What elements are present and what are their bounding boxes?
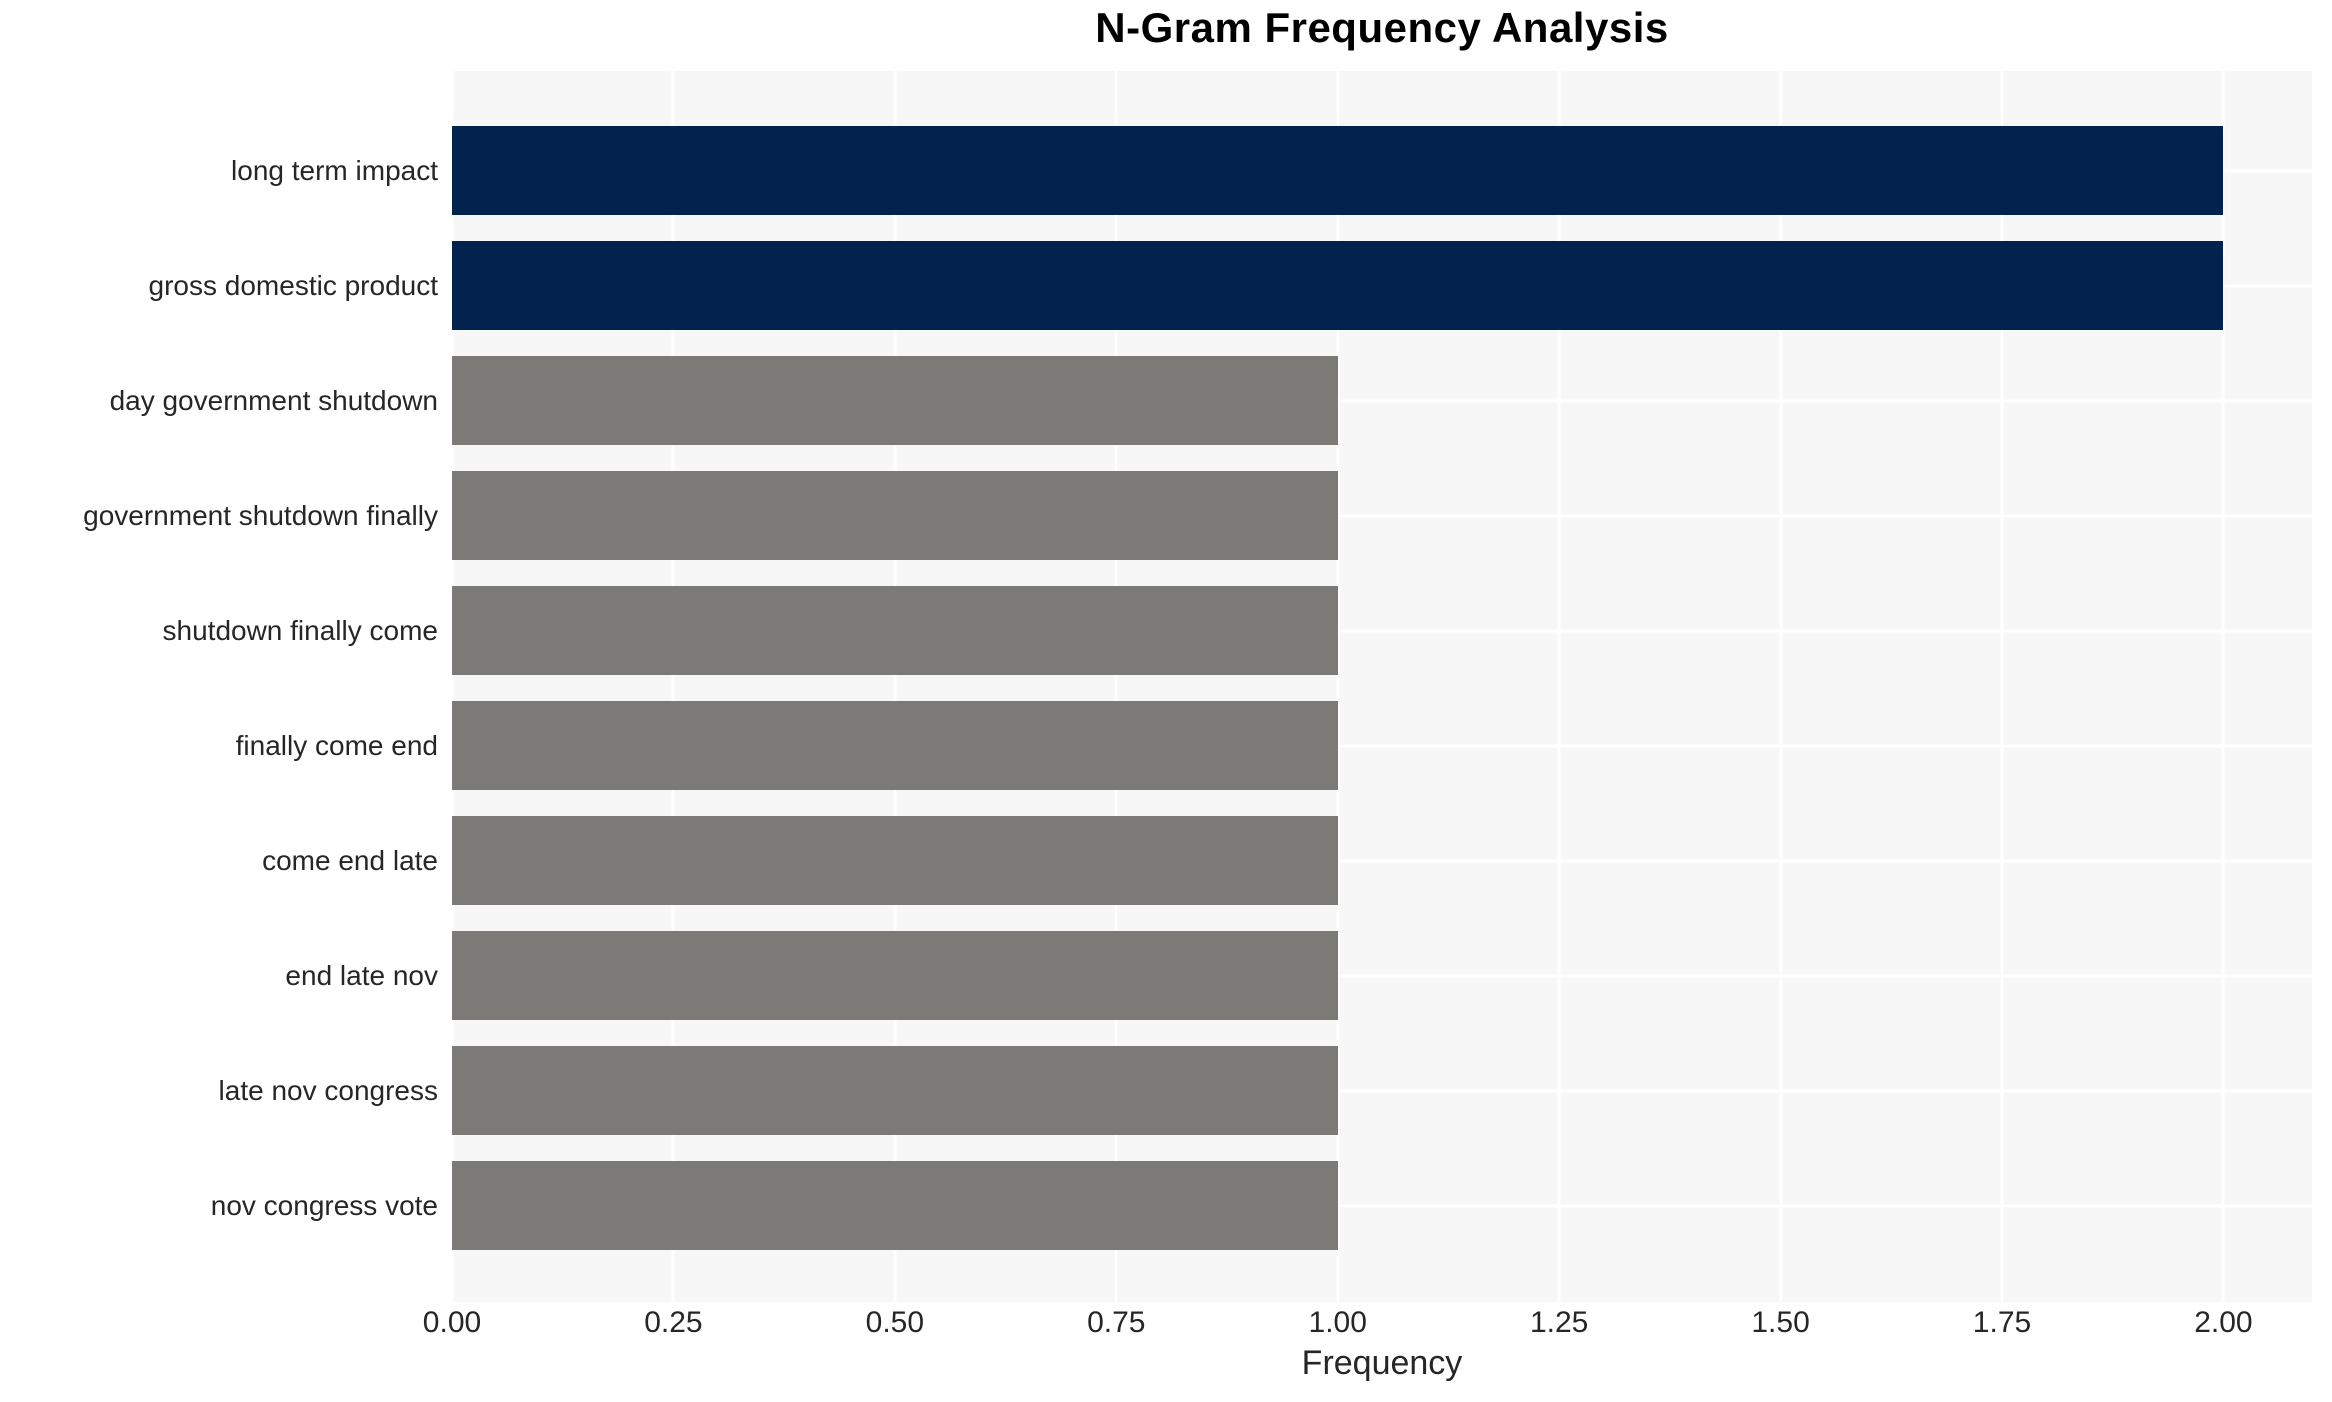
y-axis-label: end late nov	[285, 959, 438, 991]
horizontal-gridline	[452, 1204, 2312, 1207]
horizontal-gridline	[452, 399, 2312, 402]
chart-title: N-Gram Frequency Analysis	[1095, 4, 1669, 51]
x-tick-label: 1.50	[1751, 1306, 1810, 1339]
bar-row	[452, 1033, 2312, 1148]
vertical-gridline	[1336, 71, 1340, 1302]
vertical-gridline	[452, 71, 454, 1302]
y-axis-label: shutdown finally come	[162, 614, 438, 646]
x-axis: 0.00 0.25 0.50 0.75 1.00 1.25 1.50 1.75 2.00	[423, 1306, 2312, 1346]
x-axis-label: Frequency	[1301, 1344, 1463, 1382]
vertical-gridline	[1114, 71, 1118, 1302]
y-axis-label: gross domestic product	[148, 269, 438, 301]
bar-row	[452, 688, 2312, 803]
y-axis-label: long term impact	[231, 154, 438, 186]
y-axis-label: day government shutdown	[109, 384, 438, 416]
bar-finally-come-end	[452, 701, 1338, 790]
bar-row	[452, 803, 2312, 918]
vertical-gridline	[2221, 71, 2225, 1302]
bar-row	[452, 228, 2312, 343]
bar-nov-congress-vote	[452, 1161, 1338, 1250]
vertical-gridline	[1557, 71, 1561, 1302]
bar-row	[452, 1148, 2312, 1263]
y-axis-label: government shutdown finally	[83, 499, 438, 531]
y-axis-label: come end late	[262, 844, 438, 876]
y-axis-label: finally come end	[235, 729, 438, 761]
y-axis-label: nov congress vote	[210, 1189, 438, 1221]
bar-row	[452, 343, 2312, 458]
vertical-gridline	[2000, 71, 2004, 1302]
horizontal-gridline	[452, 974, 2312, 977]
y-axis: long term impact gross domestic product da…	[0, 71, 452, 1302]
x-tick-label: 1.75	[1972, 1306, 2032, 1339]
bar-end-late-nov	[452, 931, 1338, 1020]
x-tick-label: 0.50	[865, 1306, 925, 1339]
plot-area	[452, 71, 2312, 1302]
horizontal-gridline	[452, 1089, 2312, 1092]
bar-day-government-shutdown	[452, 356, 1338, 445]
bar-gross-domestic-product	[452, 241, 2224, 330]
bar-rows	[452, 71, 2312, 1302]
horizontal-gridline	[452, 744, 2312, 747]
vertical-gridline	[893, 71, 897, 1302]
bar-government-shutdown-finally	[452, 471, 1338, 560]
x-tick-label: 1.00	[1308, 1306, 1367, 1339]
horizontal-gridline	[452, 629, 2312, 632]
x-tick-label: 2.00	[2194, 1306, 2253, 1339]
chart-body: long term impact gross domestic product da…	[0, 71, 2332, 1302]
bar-row	[452, 458, 2312, 573]
vertical-gridline	[1779, 71, 1783, 1302]
bar-row	[452, 573, 2312, 688]
y-axis-label: late nov congress	[218, 1074, 438, 1106]
x-tick-label: 0.75	[1087, 1306, 1146, 1339]
horizontal-gridline	[452, 514, 2312, 517]
bar-late-nov-congress	[452, 1046, 1338, 1135]
horizontal-gridline	[452, 859, 2312, 862]
x-tick-label: 0.00	[422, 1306, 482, 1339]
bar-come-end-late	[452, 816, 1338, 905]
bar-row	[452, 113, 2312, 228]
bar-long-term-impact	[452, 126, 2224, 215]
vertical-gridline	[671, 71, 675, 1302]
bar-row	[452, 918, 2312, 1033]
x-tick-label: 1.25	[1529, 1306, 1589, 1339]
x-tick-label: 0.25	[644, 1306, 703, 1339]
bar-shutdown-finally-come	[452, 586, 1338, 675]
